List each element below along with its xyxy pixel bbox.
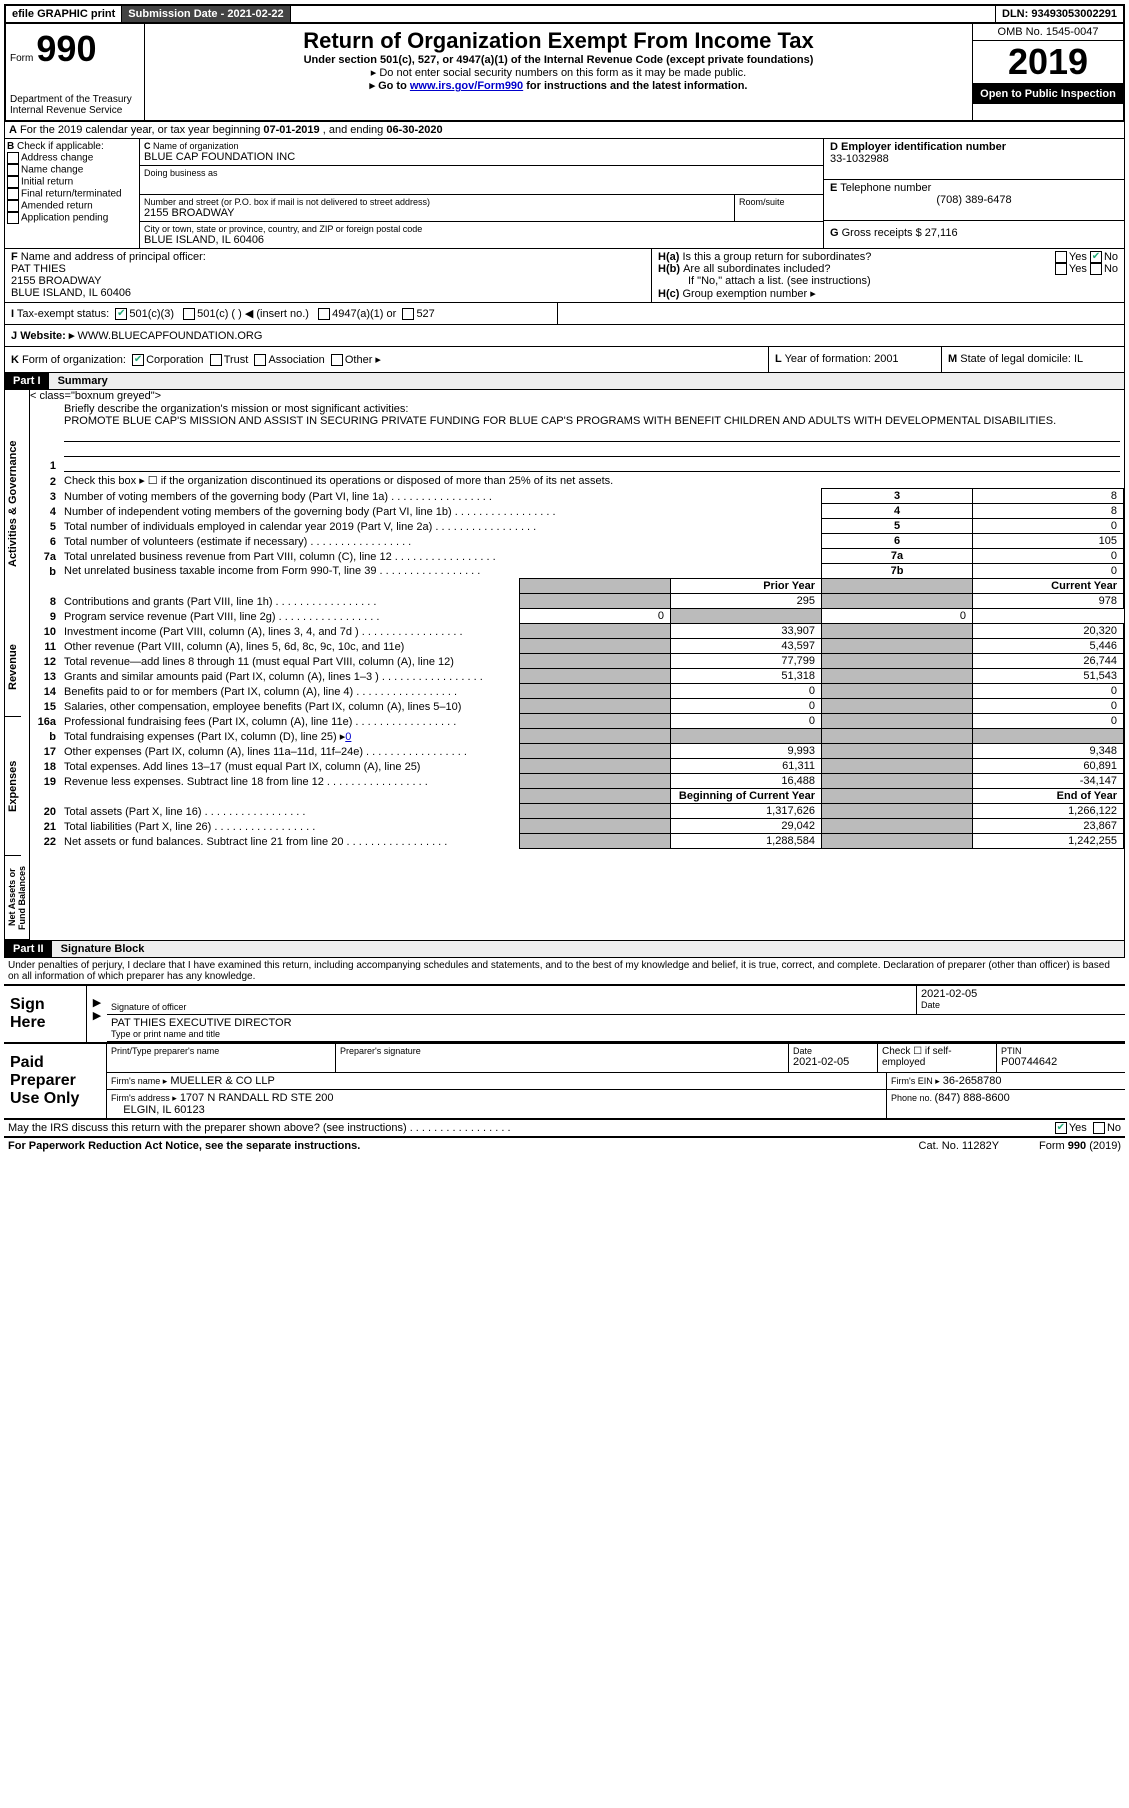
top-bar: efile GRAPHIC print Submission Date - 20…	[4, 4, 1125, 24]
discuss-row: May the IRS discuss this return with the…	[4, 1120, 1125, 1138]
penalty-text: Under penalties of perjury, I declare th…	[4, 958, 1125, 984]
omb: OMB No. 1545-0047	[973, 24, 1123, 41]
summary-table: 1Briefly describe the organization's mis…	[30, 402, 1124, 849]
section-h: H(a) Is this a group return for subordin…	[652, 249, 1124, 302]
gross-receipts: 27,116	[925, 227, 958, 239]
line-a: A For the 2019 calendar year, or tax yea…	[4, 122, 1125, 139]
section-b: B Check if applicable: Address change Na…	[5, 139, 140, 248]
section-i: I Tax-exempt status: 501(c)(3) 501(c) ( …	[5, 303, 558, 324]
officer-name: PAT THIES EXECUTIVE DIRECTOR	[111, 1017, 1121, 1029]
dept-treasury: Department of the Treasury Internal Reve…	[10, 94, 140, 116]
section-e: E Telephone number (708) 389-6478	[824, 180, 1124, 221]
section-d: D Employer identification number 33-1032…	[824, 139, 1124, 180]
paid-preparer-block: Paid Preparer Use Only Print/Type prepar…	[4, 1044, 1125, 1120]
open-inspection: Open to Public Inspection	[973, 84, 1123, 104]
part1-header: Part I Summary	[4, 373, 1125, 390]
form-header: Form 990 Department of the Treasury Inte…	[4, 24, 1125, 122]
irs-link[interactable]: www.irs.gov/Form990	[410, 80, 523, 92]
part2-header: Part II Signature Block	[4, 941, 1125, 958]
website: WWW.BLUECAPFOUNDATION.ORG	[77, 330, 262, 342]
phone: (708) 389-6478	[830, 194, 1118, 206]
sign-here-block: Sign Here ▶▶ Signature of officer 2021-0…	[4, 986, 1125, 1044]
dln: DLN: 93493053002291	[996, 6, 1123, 22]
efile-label: efile GRAPHIC print	[6, 6, 122, 22]
ein: 33-1032988	[830, 153, 889, 165]
section-j: J Website: ▸ WWW.BLUECAPFOUNDATION.ORG	[4, 325, 1125, 347]
section-g: G Gross receipts $ 27,116	[824, 221, 1124, 245]
tax-year: 2019	[973, 41, 1123, 84]
submission-date: Submission Date - 2021-02-22	[122, 6, 290, 22]
entity-block: B Check if applicable: Address change Na…	[4, 139, 1125, 249]
form-title: Return of Organization Exempt From Incom…	[149, 28, 968, 54]
mission: PROMOTE BLUE CAP'S MISSION AND ASSIST IN…	[64, 415, 1056, 427]
form-number: 990	[36, 28, 96, 69]
page-footer: For Paperwork Reduction Act Notice, see …	[4, 1138, 1125, 1154]
section-m: M State of legal domicile: IL	[941, 347, 1124, 372]
org-city: BLUE ISLAND, IL 60406	[144, 234, 819, 246]
section-c: C Name of organization BLUE CAP FOUNDATI…	[140, 139, 823, 248]
section-f: F Name and address of principal officer:…	[5, 249, 652, 302]
section-k: K Form of organization: Corporation Trus…	[5, 347, 768, 372]
org-name: BLUE CAP FOUNDATION INC	[144, 151, 819, 163]
org-address: 2155 BROADWAY	[144, 207, 730, 219]
part1-body: Activities & Governance Revenue Expenses…	[4, 390, 1125, 941]
sidebar-ag: Activities & Governance Revenue Expenses…	[5, 390, 30, 940]
section-l: L Year of formation: 2001	[768, 347, 941, 372]
